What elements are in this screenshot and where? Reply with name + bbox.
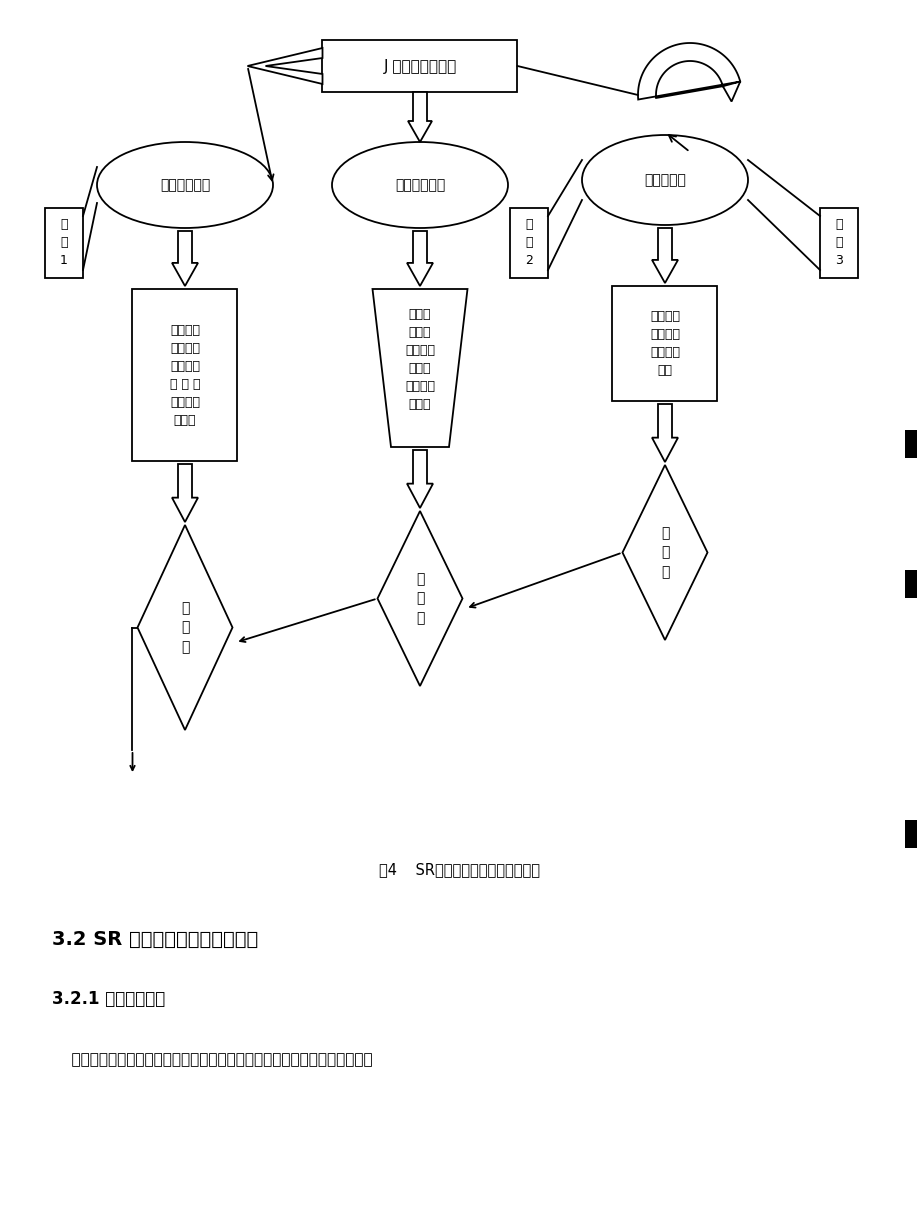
Text: 消
费
者: 消 费 者 — [181, 600, 189, 654]
Bar — [509, 208, 548, 278]
Ellipse shape — [96, 142, 273, 227]
Polygon shape — [172, 464, 198, 522]
Polygon shape — [406, 450, 433, 508]
Polygon shape — [372, 289, 467, 446]
Bar — [819, 208, 857, 278]
Text: 市级分销公司: 市级分销公司 — [394, 179, 445, 192]
Ellipse shape — [332, 142, 507, 227]
Bar — [904, 570, 916, 598]
Text: 消
费
者: 消 费 者 — [415, 572, 424, 625]
Polygon shape — [407, 92, 432, 142]
Text: 自建省级
专卖店；
省会城市
大 型 终
端；特许
加盟商: 自建省级 专卖店； 省会城市 大 型 终 端；特许 加盟商 — [170, 324, 200, 427]
Polygon shape — [377, 511, 462, 686]
Polygon shape — [622, 465, 707, 640]
Text: 3.2 SR 公司分销渠道的主要问题: 3.2 SR 公司分销渠道的主要问题 — [52, 929, 258, 949]
Text: 首先，公司领导层的营销意识还停留在传统的生产阶段，他们特重视产品、: 首先，公司领导层的营销意识还停留在传统的生产阶段，他们特重视产品、 — [52, 1052, 372, 1066]
Text: 图4    SR公司目前的分销渠道现状图: 图4 SR公司目前的分销渠道现状图 — [380, 862, 540, 877]
Text: 3.2.1 渠道意识不强: 3.2.1 渠道意识不强 — [52, 989, 165, 1008]
Ellipse shape — [582, 135, 747, 225]
Text: 消
费
者: 消 费 者 — [660, 526, 668, 578]
Polygon shape — [652, 227, 677, 283]
Polygon shape — [652, 404, 677, 462]
Polygon shape — [137, 525, 233, 730]
Bar — [612, 286, 717, 401]
Text: 渠
道
3: 渠 道 3 — [834, 219, 842, 268]
Polygon shape — [247, 48, 323, 84]
Text: J 纺织公司营销部: J 纺织公司营销部 — [383, 59, 456, 73]
Text: 渠
道
2: 渠 道 2 — [525, 219, 532, 268]
Bar — [45, 208, 83, 278]
Bar — [132, 289, 237, 461]
Text: 自建市
级专卖
店；本市
零售终
端；特许
加盟商: 自建市 级专卖 店；本市 零售终 端；特许 加盟商 — [404, 308, 435, 411]
Text: 渠
道
1: 渠 道 1 — [60, 219, 68, 268]
Polygon shape — [406, 231, 433, 286]
Bar — [904, 819, 916, 848]
Text: 省级分销公司: 省级分销公司 — [160, 179, 210, 192]
Text: 县级旗舰店: 县级旗舰店 — [643, 172, 686, 187]
Polygon shape — [172, 231, 198, 286]
Polygon shape — [637, 43, 740, 102]
Bar — [323, 40, 516, 92]
Text: 自建县级
专卖店；
本县零售
终端: 自建县级 专卖店； 本县零售 终端 — [650, 309, 679, 377]
Bar — [904, 430, 916, 457]
